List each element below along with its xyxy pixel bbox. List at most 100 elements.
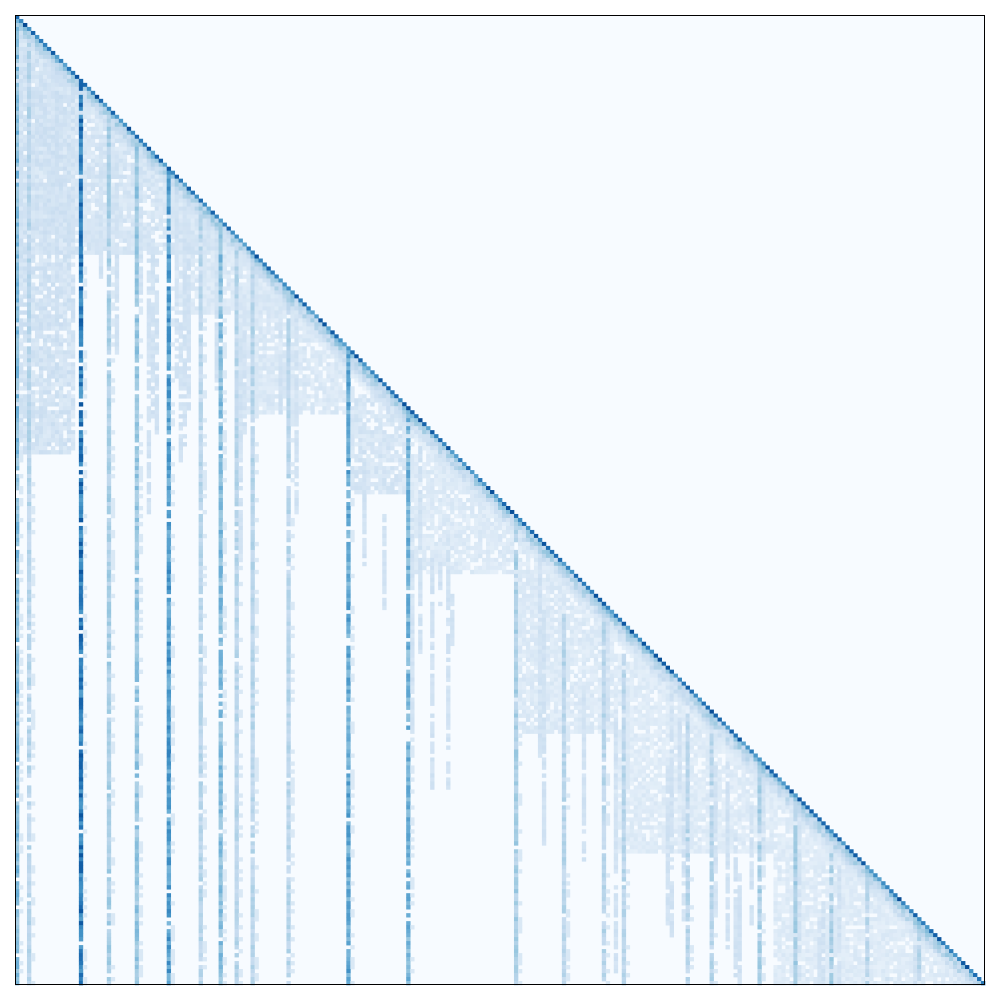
heatmap-cell [250,505,255,511]
heatmap-cell [30,402,36,407]
heatmap-cell [58,394,64,399]
heatmap-cell [178,310,183,315]
heatmap-cell [202,214,207,219]
heatmap-cell [502,502,507,507]
heatmap-cell [470,470,475,475]
heatmap-cell [410,442,415,447]
heatmap-cell [15,254,20,259]
heatmap-cell [374,446,379,451]
heatmap-cell [434,462,439,467]
heatmap-cell [178,270,183,275]
heatmap-cell [350,430,355,435]
heatmap-cell [66,114,72,120]
heatmap-cell [238,354,243,359]
heatmap-cell [282,358,287,363]
heatmap-cell [154,322,160,327]
heatmap-cell [26,438,32,443]
heatmap-cell [30,218,36,223]
heatmap-cell [450,505,455,511]
heatmap-cell [206,234,211,239]
heatmap-cell [454,498,459,503]
heatmap-cell [258,286,263,291]
heatmap-cell [142,210,148,215]
heatmap-cell [314,330,319,335]
heatmap-cell [198,350,203,355]
heatmap-cell [15,462,20,467]
heatmap-cell [254,258,259,263]
heatmap-cell [30,166,36,172]
heatmap-cell [186,282,191,287]
heatmap-cell [154,302,160,307]
heatmap-cell [266,286,271,291]
heatmap-cell [410,505,415,511]
heatmap-cell [122,126,128,132]
heatmap-cell [226,286,231,291]
heatmap-cell [266,398,271,403]
heatmap-cell [30,362,36,367]
heatmap-cell [30,250,36,255]
heatmap-cell [122,138,128,144]
heatmap-cell [250,398,255,403]
heatmap-cell [86,86,92,92]
heatmap-cell [178,358,183,363]
heatmap-cell [334,390,339,395]
heatmap-cell [270,394,275,399]
heatmap-cell [322,334,327,339]
heatmap-cell [198,470,203,475]
heatmap-cell [134,162,140,168]
heatmap-cell [18,414,24,419]
heatmap-cell [178,326,183,331]
heatmap-cell [306,398,311,403]
heatmap-cell [54,274,60,279]
heatmap-cell [414,486,419,491]
heatmap-cell [26,206,32,211]
heatmap-cell [378,406,383,411]
heatmap-cell [146,502,152,507]
heatmap-cell [62,422,68,427]
heatmap-cell [198,274,203,279]
heatmap-cell [366,462,371,467]
heatmap-cell [106,458,112,463]
heatmap-cell [34,346,40,351]
heatmap-cell [50,82,56,88]
heatmap-cell [366,478,371,483]
heatmap-cell [50,102,56,108]
heatmap-cell [306,366,311,371]
heatmap-cell [114,330,120,335]
heatmap-cell [250,250,255,255]
heatmap-cell [222,318,227,323]
heatmap-cell [46,146,52,152]
heatmap-cell [86,226,92,231]
heatmap-cell [22,338,28,343]
heatmap-cell [234,470,239,475]
heatmap-cell [90,230,96,235]
heatmap-cell [34,410,40,415]
heatmap-cell [226,254,231,259]
heatmap-cell [178,230,183,235]
heatmap-cell [250,498,255,503]
heatmap-cell [54,130,60,136]
heatmap-cell [34,166,40,172]
heatmap-cell [414,438,419,443]
heatmap-cell [202,306,207,311]
heatmap-cell [394,466,399,471]
heatmap-cell [146,174,152,180]
heatmap-cell [38,274,44,279]
heatmap-cell [54,150,60,156]
heatmap-cell [50,322,56,327]
heatmap-cell [398,482,403,487]
heatmap-cell [30,54,36,60]
heatmap-cell [22,274,28,279]
heatmap-cell [94,98,100,104]
heatmap-cell [86,90,92,96]
heatmap-cell [238,330,243,335]
heatmap-cell [238,262,243,267]
heatmap-cell [22,242,28,247]
heatmap-cell [106,422,112,427]
heatmap-cell [15,498,20,503]
heatmap-cell [242,374,247,379]
heatmap-cell [218,306,223,311]
heatmap-cell [238,246,243,251]
heatmap-cell [218,242,223,247]
heatmap-cell [222,434,227,439]
